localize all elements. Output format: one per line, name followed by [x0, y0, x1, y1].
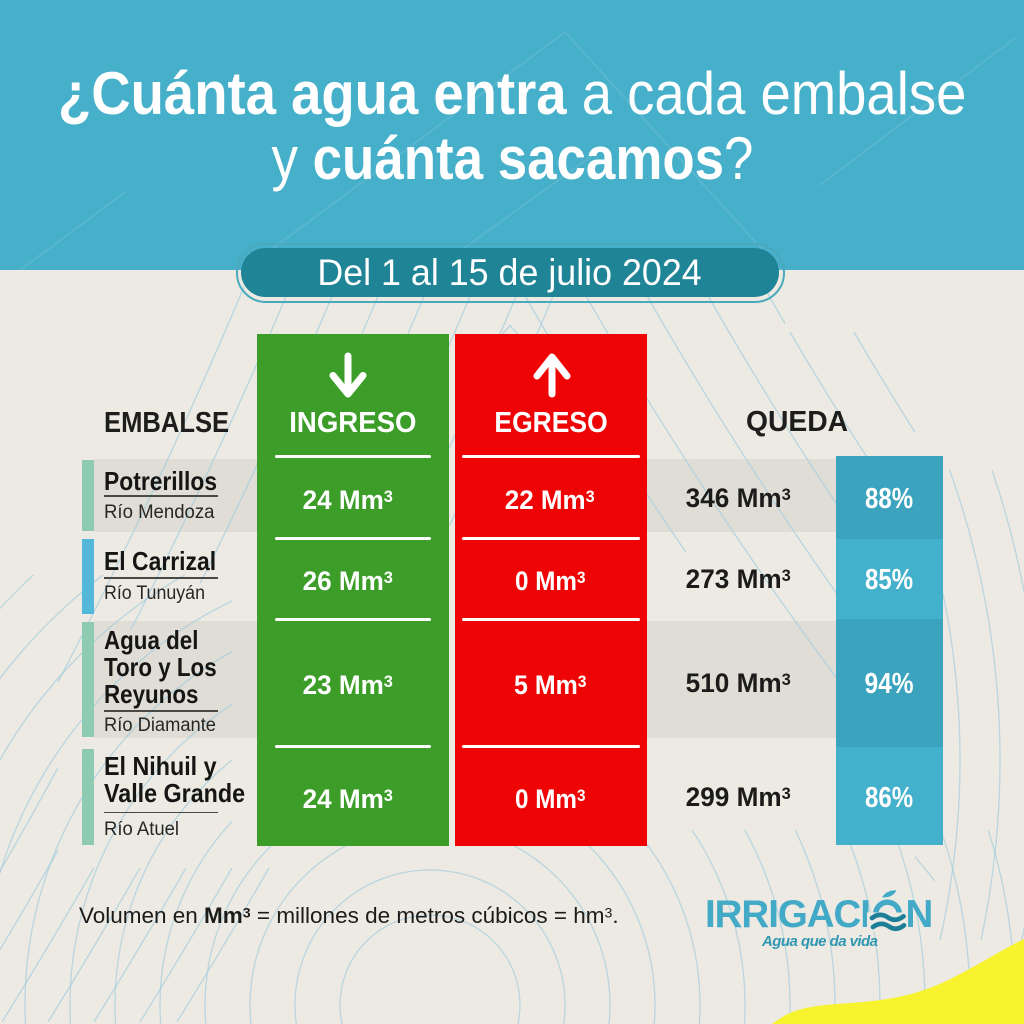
svg-text:Agua que da vida: Agua que da vida — [761, 933, 878, 950]
svg-text:IRRIGACI: IRRIGACI — [705, 893, 871, 936]
svg-text:N: N — [906, 893, 934, 936]
